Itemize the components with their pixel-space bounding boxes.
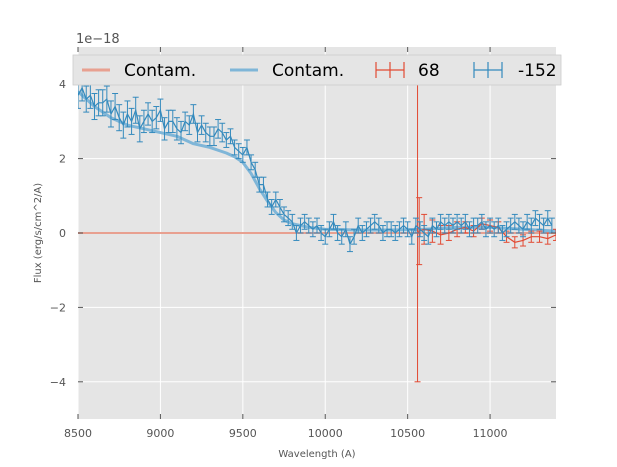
legend-label: Contam. <box>124 61 196 81</box>
x-tick-label: 11000 <box>473 427 508 440</box>
series-4 <box>78 74 555 253</box>
y-tick-label: 4 <box>59 78 66 91</box>
y-axis-label: Flux (erg/s/cm^2/A) <box>33 183 44 283</box>
series-layer <box>78 74 556 383</box>
x-tick-label: 9500 <box>229 427 257 440</box>
legend: Contam. Contam. 68 -152 <box>72 54 562 86</box>
x-tick-label: 8500 <box>64 427 92 440</box>
y-tick-label: −4 <box>50 376 66 389</box>
x-tick-label: 10000 <box>308 427 343 440</box>
x-tick-label: 10500 <box>390 427 425 440</box>
series-line <box>78 86 553 246</box>
legend-label: 68 <box>418 61 440 81</box>
x-tick-label: 9000 <box>146 427 174 440</box>
y-tick-label: −2 <box>50 301 66 314</box>
y-tick-label: 2 <box>59 153 66 166</box>
y-tick-label: 0 <box>59 227 66 240</box>
offset-text: 1e−18 <box>76 32 120 47</box>
x-axis-label: Wavelength (A) <box>278 449 355 460</box>
legend-label: Contam. <box>272 61 344 81</box>
legend-label: -152 <box>518 61 557 81</box>
